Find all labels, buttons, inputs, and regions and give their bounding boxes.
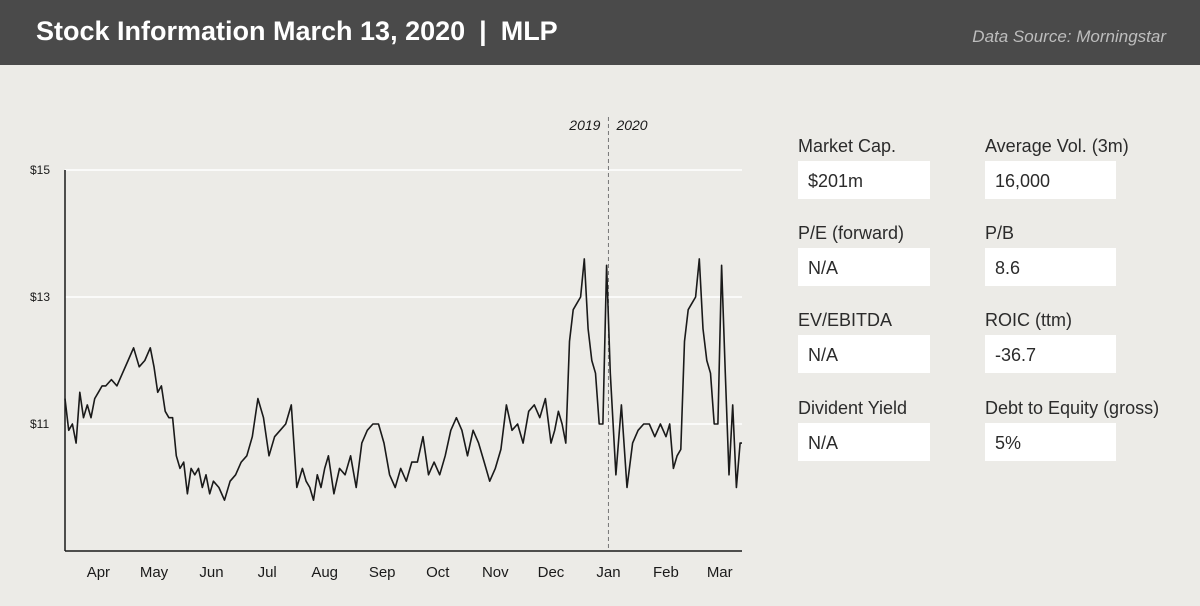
metric-value-average-vol-3m: 16,000 xyxy=(995,171,1051,191)
metric-box-debt-to-equity-gross: 5% xyxy=(985,423,1116,461)
metric-label-ev-ebitda: EV/EBITDA xyxy=(798,310,893,330)
x-tick-label: Aug xyxy=(311,564,338,581)
metric-value-ev-ebitda: N/A xyxy=(808,345,839,365)
price-series xyxy=(64,258,742,502)
metric-label-divident-yield: Divident Yield xyxy=(798,398,908,418)
y-tick-label: $15 xyxy=(30,163,50,177)
y-tick-label: $11 xyxy=(30,417,49,431)
data-source: Data Source: Morningstar xyxy=(972,27,1166,46)
stock-price-chart: 2019 2020 $15 $13 $11 Apr May Jun Jul Aug Sep Oct N… xyxy=(30,117,742,581)
metric-value-p-e-forward: N/A xyxy=(808,258,839,278)
metric-box-p-e-forward: N/A xyxy=(798,248,930,286)
x-tick-label: May xyxy=(140,564,169,581)
x-tick-label: Apr xyxy=(87,564,110,581)
metric-value-market-cap: $201m xyxy=(808,171,864,191)
x-tick-label: Nov xyxy=(482,564,509,581)
metric-label-roic-ttm: ROIC (ttm) xyxy=(985,310,1072,330)
metric-label-p-e-forward: P/E (forward) xyxy=(798,223,905,243)
year-label-left: 2019 xyxy=(568,117,600,133)
metric-label-average-vol-3m: Average Vol. (3m) xyxy=(985,136,1129,156)
metric-box-ev-ebitda: N/A xyxy=(798,335,930,373)
metric-value-divident-yield: N/A xyxy=(808,433,839,453)
title-text: Stock Information March 13, 2020 xyxy=(36,16,466,46)
x-tick-label: Sep xyxy=(369,564,396,581)
metric-label-p-b: P/B xyxy=(985,223,1015,243)
y-tick-label: $13 xyxy=(30,290,50,304)
x-tick-label: Feb xyxy=(653,564,679,581)
metric-label-market-cap: Market Cap. xyxy=(798,136,897,156)
year-label-right: 2020 xyxy=(615,117,647,133)
grid-layer xyxy=(65,169,742,425)
metric-value-p-b: 8.6 xyxy=(995,258,1021,278)
metric-label-debt-to-equity-gross: Debt to Equity (gross) xyxy=(985,398,1160,418)
x-tick-label: Jul xyxy=(258,564,277,581)
metric-box-p-b: 8.6 xyxy=(985,248,1116,286)
price-line xyxy=(64,258,742,502)
page-title: Stock Information March 13, 2020 | MLP xyxy=(36,16,558,47)
x-tick-label: Mar xyxy=(707,564,733,581)
title-separator: | xyxy=(479,16,487,46)
year-divider: 2019 2020 xyxy=(568,117,648,551)
metric-value-debt-to-equity-gross: 5% xyxy=(995,433,1022,453)
tick-labels: $15 $13 $11 Apr May Jun Jul Aug Sep Oct Nov Dec Jan F… xyxy=(30,163,733,581)
metric-box-average-vol-3m: 16,000 xyxy=(985,161,1116,199)
x-tick-label: Dec xyxy=(538,564,565,581)
x-tick-label: Jun xyxy=(199,564,223,581)
axes xyxy=(64,170,742,552)
ticker-symbol: MLP xyxy=(500,16,558,46)
header-bar: Stock Information March 13, 2020 | MLP Dat… xyxy=(0,0,1200,65)
x-tick-label: Oct xyxy=(426,564,450,581)
metric-box-roic-ttm: -36.7 xyxy=(985,335,1116,373)
metric-box-market-cap: $201m xyxy=(798,161,930,199)
metric-value-roic-ttm: -36.7 xyxy=(995,345,1037,365)
x-tick-label: Jan xyxy=(596,564,620,581)
metric-box-divident-yield: N/A xyxy=(798,423,930,461)
